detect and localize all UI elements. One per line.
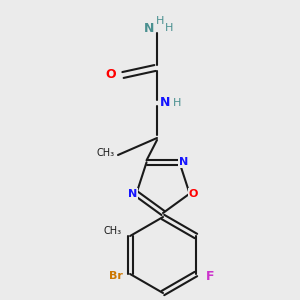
Text: N: N [128,189,137,199]
Text: Br: Br [109,271,123,281]
Text: H: H [156,16,164,26]
Text: H: H [173,98,181,108]
Text: F: F [206,269,214,283]
Text: N: N [160,97,170,110]
Text: CH₃: CH₃ [97,148,115,158]
Text: N: N [179,157,188,167]
Text: N: N [144,22,154,34]
Text: CH₃: CH₃ [103,226,121,236]
Text: H: H [165,23,173,33]
Text: O: O [189,189,198,199]
Text: O: O [106,68,116,82]
